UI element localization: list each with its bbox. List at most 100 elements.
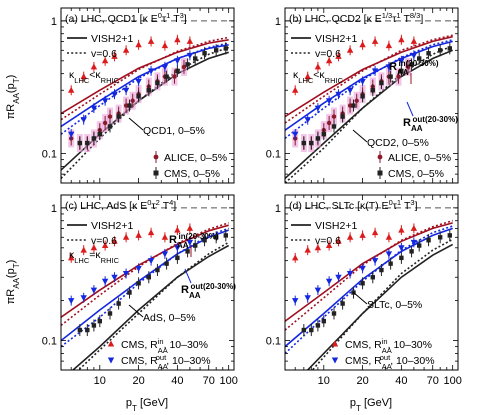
cms-in-point: [147, 229, 155, 236]
cms-point: [370, 88, 375, 93]
cms-in-point: [292, 254, 299, 261]
cms-point: [388, 261, 393, 266]
cms-point: [417, 243, 422, 248]
panel-title: (c) LHC, AdS [κ E0τ2 T4]: [65, 198, 176, 213]
panel-b: 0.1 1 (b) LHC, QCD2 [κ E1/3τ1 T8/3] VISH2+1…: [266, 7, 459, 184]
cms-in-point: [101, 242, 109, 249]
cms-in-point: [161, 233, 169, 240]
cms-in-point: [410, 37, 418, 44]
cms-in-point: [346, 233, 354, 240]
cms-point: [321, 131, 326, 137]
cms-out-point: [186, 239, 194, 246]
cms-point: [447, 233, 452, 238]
raa-out-arrow: [184, 268, 192, 284]
y-tick-label: 1: [51, 16, 57, 28]
cms-in-point: [398, 36, 405, 43]
raa-in-label: RAAin(20-30%): [389, 59, 439, 77]
cms-point: [175, 68, 180, 74]
curve-vish21-solid: [306, 243, 454, 370]
alice-point: [102, 120, 108, 126]
legend-vish: VISH2+1: [315, 220, 357, 232]
curve-out-solid: [61, 229, 229, 342]
cms-in-point: [304, 246, 311, 253]
legend-cms: CMS, 0–5%: [388, 168, 444, 180]
cms-out-point: [122, 271, 130, 278]
model-annotation: QCD2, 0–5%: [367, 137, 429, 149]
kappa-note: κLHC=κRHIC: [69, 249, 120, 265]
cms-point: [97, 318, 102, 324]
raa-out-label: RAAout(20-30%): [181, 282, 236, 300]
panel-frame: [60, 194, 235, 371]
cms-in-point: [304, 73, 311, 80]
cms-out-point: [147, 258, 155, 265]
cms-in-point: [186, 224, 194, 231]
cms-point: [155, 267, 160, 273]
legend-alice: ALICE, 0–5%: [388, 152, 451, 164]
cms-point: [426, 51, 431, 56]
legend-vish: VISH2+1: [315, 33, 357, 45]
curve-out-solid: [61, 44, 229, 128]
cms-point: [146, 88, 151, 93]
y-axis-label-top: πRAA(pT): [5, 75, 21, 120]
alice-point: [354, 98, 359, 103]
alice-point: [396, 74, 401, 79]
cms-out-point: [325, 98, 333, 105]
cms-point: [417, 56, 422, 61]
cms-point: [185, 62, 190, 67]
cms-point: [360, 94, 365, 99]
plot-area: [61, 207, 234, 370]
x-axis-label-right: pT [GeV]: [350, 397, 392, 413]
legend-alice-marker: [377, 154, 383, 160]
x-tick-label: 100: [219, 375, 237, 387]
cms-in-point: [346, 46, 354, 53]
plot-area: [285, 20, 458, 183]
curve-v06-dotted: [311, 238, 454, 370]
cms-point: [399, 68, 404, 74]
alice-point: [326, 120, 332, 126]
cms-point: [202, 51, 207, 56]
panel-frame: [284, 194, 459, 371]
cms-point: [85, 140, 90, 146]
cms-point: [164, 74, 169, 79]
y-tick-label: 0.1: [42, 336, 57, 348]
cms-point: [136, 281, 141, 286]
y-tick-label: 0.1: [266, 149, 281, 161]
x-tick-label: 70: [427, 375, 439, 387]
cms-out-point: [410, 239, 418, 246]
cms-point: [309, 327, 314, 333]
cms-out-point: [410, 52, 418, 59]
alice-point: [331, 114, 337, 119]
cms-out-point: [90, 287, 98, 294]
cms-out-point: [161, 64, 169, 71]
legend-cms-marker: [153, 170, 159, 176]
cms-in-point: [147, 37, 155, 44]
cms-in-point: [314, 244, 322, 251]
cms-point: [107, 124, 113, 129]
y-tick-label: 0.1: [266, 336, 281, 348]
cms-in-point: [359, 231, 366, 238]
panel-frame: [284, 7, 459, 184]
annotation-arrow: [128, 117, 144, 131]
curve-vish21-solid: [285, 49, 454, 179]
cms-out-point: [335, 274, 342, 281]
cms-out-point: [111, 91, 118, 98]
legend-v06: v=0.6: [91, 48, 117, 60]
legend-cms-out: CMS, RAAout, 10–30%: [345, 353, 435, 371]
cms-point: [331, 124, 337, 129]
x-tick-label: 40: [171, 375, 183, 387]
curve-in-dotted: [285, 219, 453, 331]
legend-out-marker: [107, 357, 115, 364]
cms-in-point: [122, 233, 130, 240]
x-tick-label: 20: [132, 375, 144, 387]
cms-in-point: [68, 86, 75, 93]
cms-out-point: [398, 58, 405, 65]
x-tick-label: 20: [356, 375, 368, 387]
alice-point: [107, 114, 113, 119]
alice-point: [123, 103, 129, 108]
cms-in-point: [385, 42, 393, 49]
cms-out-point: [385, 64, 393, 71]
cms-point: [340, 301, 345, 306]
cms-point: [223, 46, 228, 51]
y-axis-label-bottom: πRAA(pT): [5, 260, 21, 305]
cms-in-point: [325, 242, 333, 249]
